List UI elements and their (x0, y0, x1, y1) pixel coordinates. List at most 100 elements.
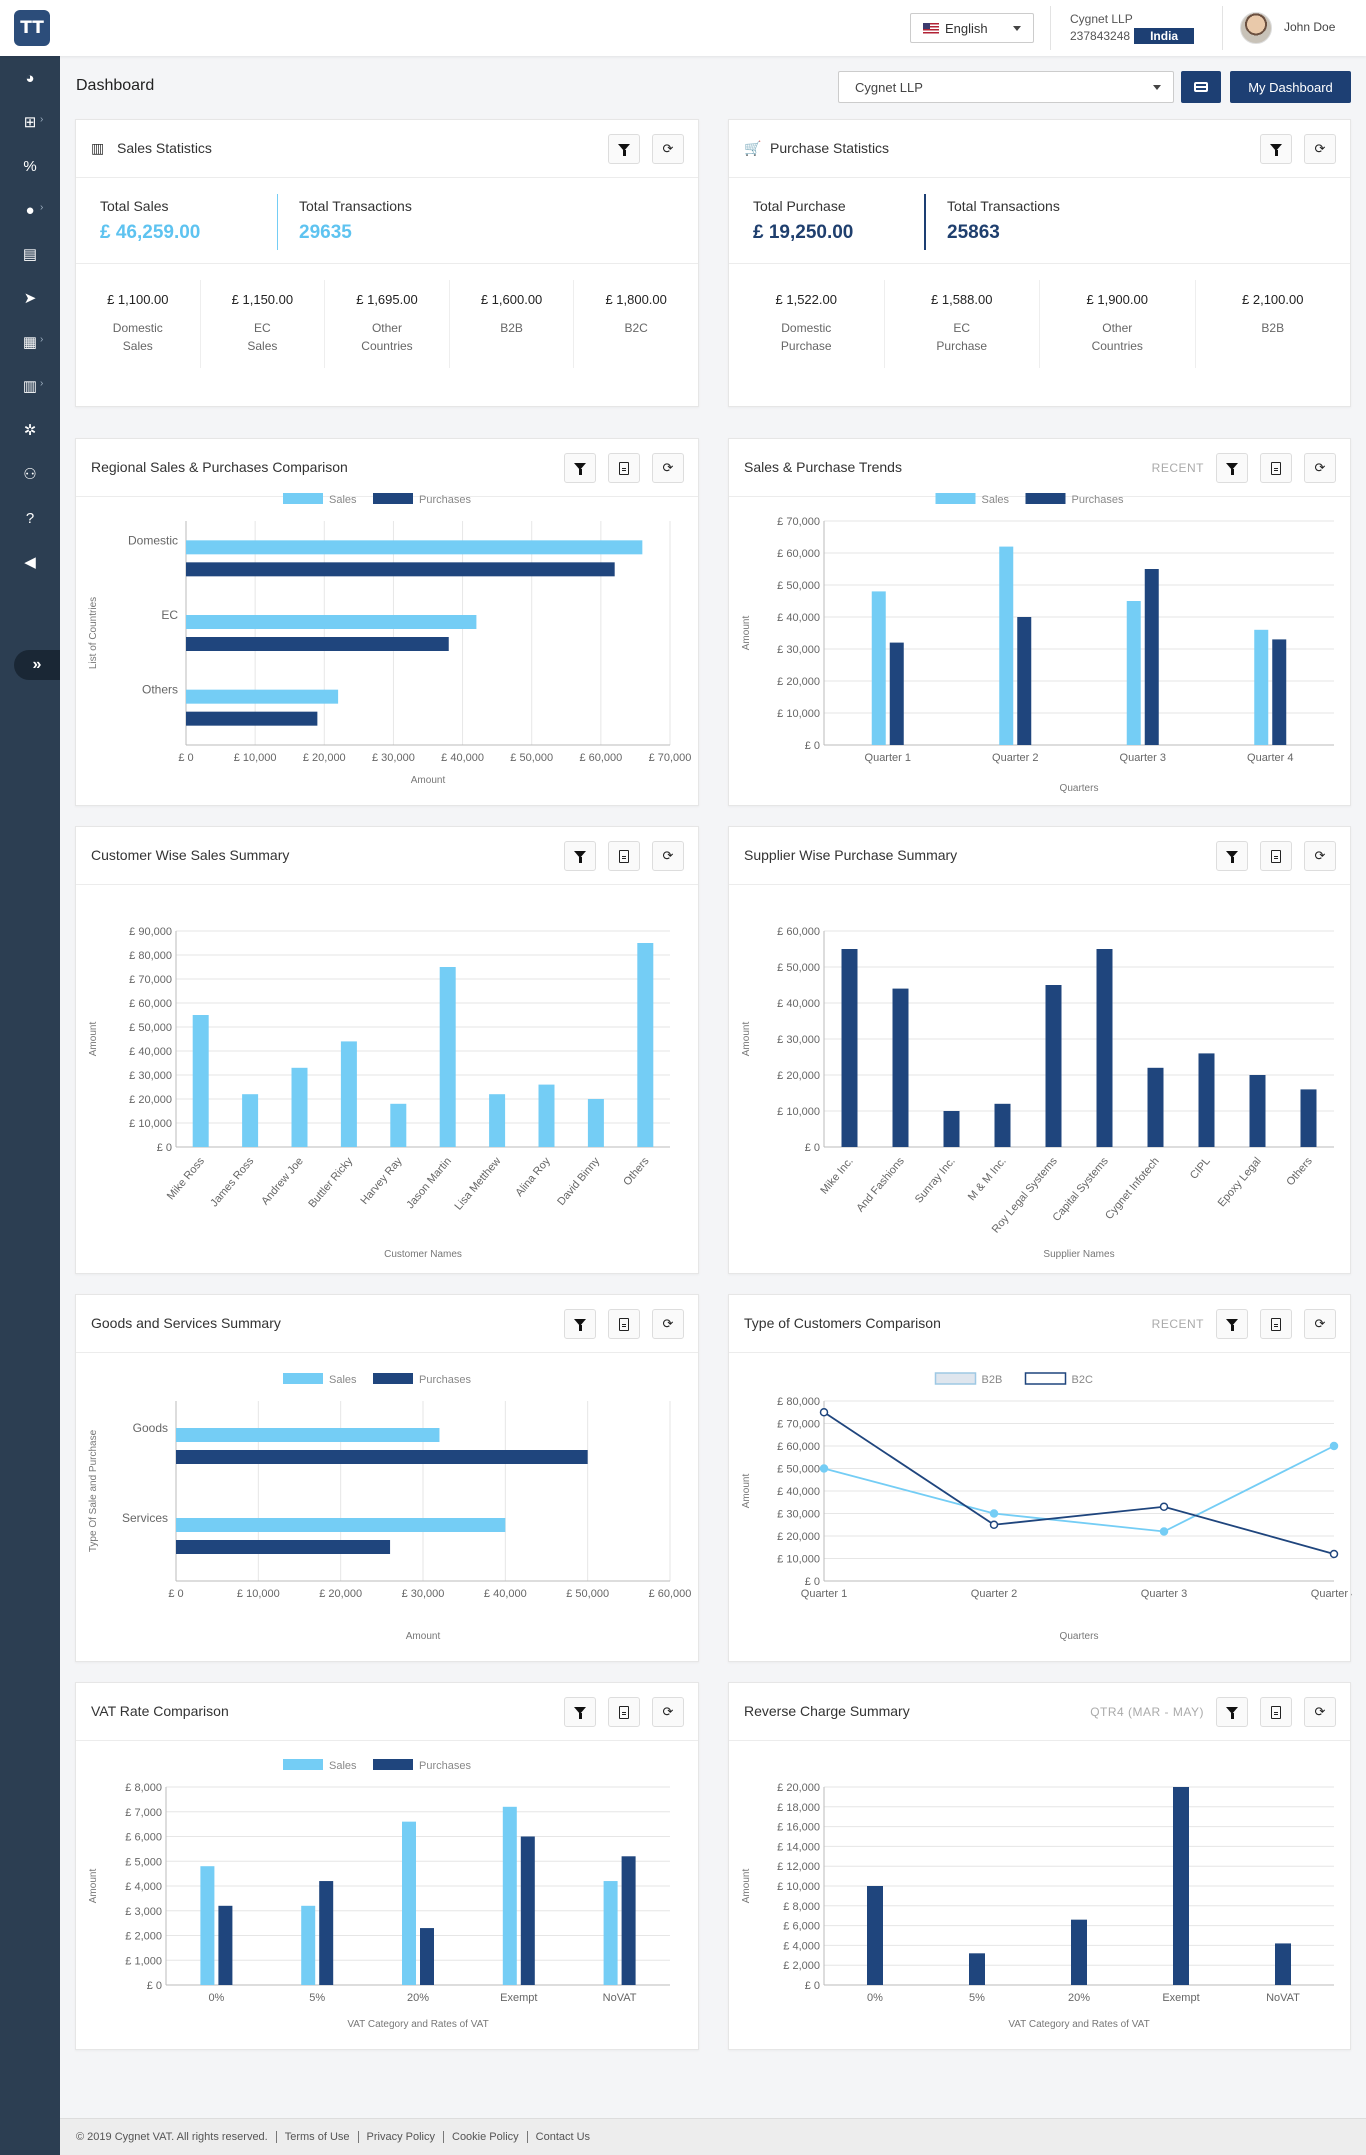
export-button[interactable] (1260, 453, 1292, 483)
refresh-button[interactable]: ⟳ (1304, 1697, 1336, 1727)
legend-item[interactable]: Purchases (373, 493, 471, 506)
bar[interactable] (439, 967, 456, 1147)
bar[interactable] (889, 642, 904, 745)
bar[interactable] (176, 1428, 440, 1442)
legend-item[interactable]: Sales (283, 493, 357, 506)
bar[interactable] (291, 1067, 308, 1147)
bar[interactable] (200, 1866, 215, 1985)
sidebar-item-files[interactable]: ▥ › (0, 366, 60, 406)
bar[interactable] (176, 1450, 588, 1464)
data-point[interactable] (819, 1408, 829, 1417)
export-button[interactable] (608, 1697, 640, 1727)
export-button[interactable] (608, 841, 640, 871)
sidebar-item-organization[interactable]: ⊞ › (0, 102, 60, 142)
language-select[interactable]: English (910, 13, 1034, 43)
bar[interactable] (1300, 1089, 1317, 1147)
sidebar-item-team[interactable]: ⚇ (0, 454, 60, 494)
privacy-link[interactable]: Privacy Policy (366, 2131, 435, 2143)
export-button[interactable] (1260, 1309, 1292, 1339)
bar[interactable] (1272, 639, 1287, 745)
bar[interactable] (186, 540, 643, 555)
avatar[interactable] (1240, 12, 1272, 44)
refresh-button[interactable]: ⟳ (1304, 841, 1336, 871)
bar[interactable] (186, 689, 339, 704)
bar[interactable] (969, 1953, 985, 1985)
refresh-button[interactable]: ⟳ (652, 134, 684, 164)
bar[interactable] (502, 1806, 517, 1985)
my-dashboard-button[interactable]: My Dashboard (1230, 71, 1351, 103)
filter-button[interactable] (1216, 1309, 1248, 1339)
filter-button[interactable] (1216, 1697, 1248, 1727)
filter-button[interactable] (1260, 134, 1292, 164)
refresh-button[interactable]: ⟳ (1304, 1309, 1336, 1339)
legend-item[interactable]: B2C (1024, 1372, 1093, 1386)
bar[interactable] (420, 1928, 434, 1985)
bar[interactable] (1275, 1943, 1291, 1985)
bar[interactable] (186, 637, 449, 651)
sidebar-item-documents[interactable]: ▤ (0, 234, 60, 274)
filter-button[interactable] (564, 841, 596, 871)
sidebar-item-users[interactable]: ● › (0, 190, 60, 230)
filter-button[interactable] (1216, 453, 1248, 483)
bar[interactable] (1249, 1075, 1266, 1147)
bar[interactable] (871, 591, 886, 745)
sidebar-item-submit[interactable]: ➤ (0, 278, 60, 318)
bar[interactable] (301, 1905, 316, 1985)
bar[interactable] (319, 1881, 334, 1985)
data-point[interactable] (1329, 1441, 1339, 1451)
bar[interactable] (520, 1836, 535, 1986)
legend-item[interactable]: Purchases (373, 1759, 471, 1772)
bar[interactable] (1096, 949, 1113, 1147)
legend-item[interactable]: Purchases (1025, 493, 1124, 506)
bar[interactable] (637, 943, 654, 1147)
bar[interactable] (603, 1881, 618, 1985)
bar[interactable] (1173, 1787, 1189, 1985)
bar[interactable] (186, 562, 615, 577)
export-button[interactable] (608, 453, 640, 483)
bar[interactable] (841, 949, 858, 1147)
bar[interactable] (1144, 569, 1159, 745)
sidebar-item-settings[interactable]: ✲ (0, 410, 60, 450)
bar[interactable] (192, 1015, 209, 1147)
refresh-button[interactable]: ⟳ (1304, 134, 1336, 164)
bar[interactable] (340, 1041, 357, 1147)
bar[interactable] (186, 711, 318, 726)
filter-button[interactable] (564, 1309, 596, 1339)
bar[interactable] (1017, 617, 1032, 745)
sidebar-item-announcements[interactable]: ◀ (0, 542, 60, 582)
card-view-button[interactable] (1181, 71, 1221, 103)
sidebar-item-tax[interactable]: % (0, 146, 60, 186)
refresh-button[interactable]: ⟳ (652, 1309, 684, 1339)
refresh-button[interactable]: ⟳ (652, 1697, 684, 1727)
bar[interactable] (867, 1886, 883, 1985)
export-button[interactable] (1260, 841, 1292, 871)
data-point[interactable] (1159, 1502, 1169, 1511)
bar[interactable] (402, 1821, 416, 1985)
legend-item[interactable]: Sales (935, 493, 1010, 506)
refresh-button[interactable]: ⟳ (652, 841, 684, 871)
bar[interactable] (1198, 1053, 1215, 1147)
bar[interactable] (242, 1094, 259, 1147)
bar[interactable] (587, 1099, 604, 1147)
bar[interactable] (1254, 629, 1269, 745)
sidebar-expand-button[interactable]: » (14, 650, 60, 680)
bar[interactable] (621, 1856, 636, 1985)
bar[interactable] (994, 1103, 1011, 1147)
contact-link[interactable]: Contact Us (535, 2131, 591, 2143)
bar[interactable] (1071, 1919, 1087, 1985)
export-button[interactable] (608, 1309, 640, 1339)
app-logo[interactable]: TT (14, 10, 50, 46)
filter-button[interactable] (608, 134, 640, 164)
data-point[interactable] (1329, 1549, 1339, 1559)
bar[interactable] (1147, 1067, 1164, 1147)
user-name[interactable]: John Doe (1284, 20, 1336, 34)
export-button[interactable] (1260, 1697, 1292, 1727)
sidebar-item-dashboard[interactable]: ◕ (0, 58, 60, 98)
cookie-link[interactable]: Cookie Policy (452, 2131, 519, 2143)
sidebar-item-help[interactable]: ? (0, 498, 60, 538)
filter-button[interactable] (564, 1697, 596, 1727)
bar[interactable] (538, 1084, 555, 1147)
bar[interactable] (186, 615, 477, 629)
bar[interactable] (489, 1094, 506, 1147)
bar[interactable] (943, 1111, 960, 1147)
